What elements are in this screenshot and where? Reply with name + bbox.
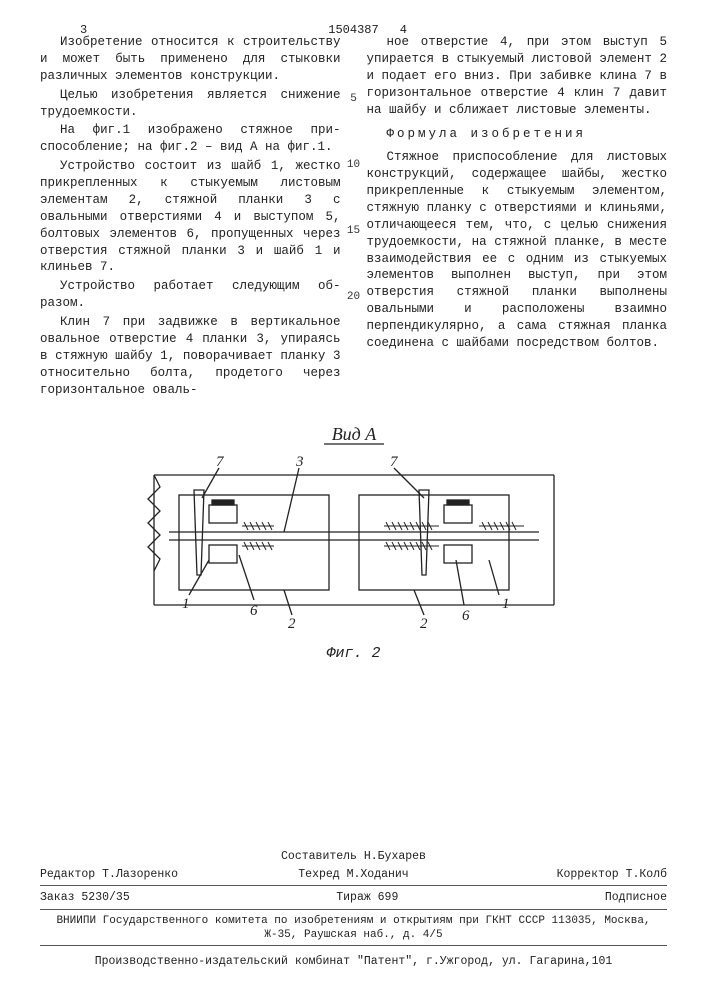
figure-svg: Вид А	[124, 420, 584, 640]
line-num-15: 15	[347, 224, 360, 239]
left-column: Изобретение относится к строитель­ству и…	[40, 34, 341, 400]
para: Целью изобретения является сниже­ние тру…	[40, 87, 341, 121]
vniipi: ВНИИПИ Государственного комитета по изоб…	[40, 914, 667, 943]
figure-caption: Фиг. 2	[40, 644, 667, 664]
fig-title: Вид А	[331, 424, 377, 444]
page-num-right: 4	[400, 22, 407, 38]
figure-2: Вид А	[40, 420, 667, 664]
line-num-5: 5	[350, 92, 357, 107]
label-2b: 2	[420, 616, 428, 632]
production: Производственно-издательский комбинат "П…	[40, 954, 667, 970]
tirazh: Тираж 699	[336, 890, 398, 906]
divider	[40, 945, 667, 946]
right-column: ное отверстие 4, при этом выступ 5 упира…	[367, 34, 668, 400]
order: Заказ 5230/35	[40, 890, 130, 906]
label-1b: 1	[502, 596, 510, 612]
para: Устройство работает следующим об­разом.	[40, 278, 341, 312]
para: Клин 7 при задвижке в вертикаль­ное овал…	[40, 314, 341, 398]
divider	[40, 885, 667, 886]
line-num-10: 10	[347, 158, 360, 173]
label-3: 3	[295, 454, 304, 470]
label-2: 2	[288, 616, 296, 632]
label-6: 6	[250, 603, 258, 619]
order-row: Заказ 5230/35 Тираж 699 Подписное	[40, 890, 667, 906]
credits-row: Редактор Т.Лазоренко Техред М.Ходанич Ко…	[40, 867, 667, 883]
corrector: Корректор Т.Колб	[458, 867, 667, 883]
podpisnoe: Подписное	[605, 890, 667, 906]
label-7b: 7	[390, 454, 399, 470]
formula-title: Формула изобретения	[367, 126, 668, 143]
techred: Техред М.Ходанич	[249, 867, 458, 883]
para: Изобретение относится к строитель­ству и…	[40, 34, 341, 85]
compiler: Составитель Н.Бухарев	[40, 849, 667, 865]
text-columns: Изобретение относится к строитель­ству и…	[40, 34, 667, 400]
divider	[40, 909, 667, 910]
label-1: 1	[182, 596, 190, 612]
para: ное отверстие 4, при этом выступ 5 упира…	[367, 34, 668, 118]
para: Стяжное приспособление для листо­вых кон…	[367, 149, 668, 352]
line-num-20: 20	[347, 290, 360, 305]
para: Устройство состоит из шайб 1, жест­ко пр…	[40, 158, 341, 276]
label-6b: 6	[462, 608, 470, 624]
patent-number: 1504387	[0, 22, 707, 38]
label-7: 7	[216, 454, 225, 470]
editor: Редактор Т.Лазоренко	[40, 867, 249, 883]
para: На фиг.1 изображено стяжное при­способле…	[40, 122, 341, 156]
footer: Составитель Н.Бухарев Редактор Т.Лазорен…	[40, 849, 667, 970]
